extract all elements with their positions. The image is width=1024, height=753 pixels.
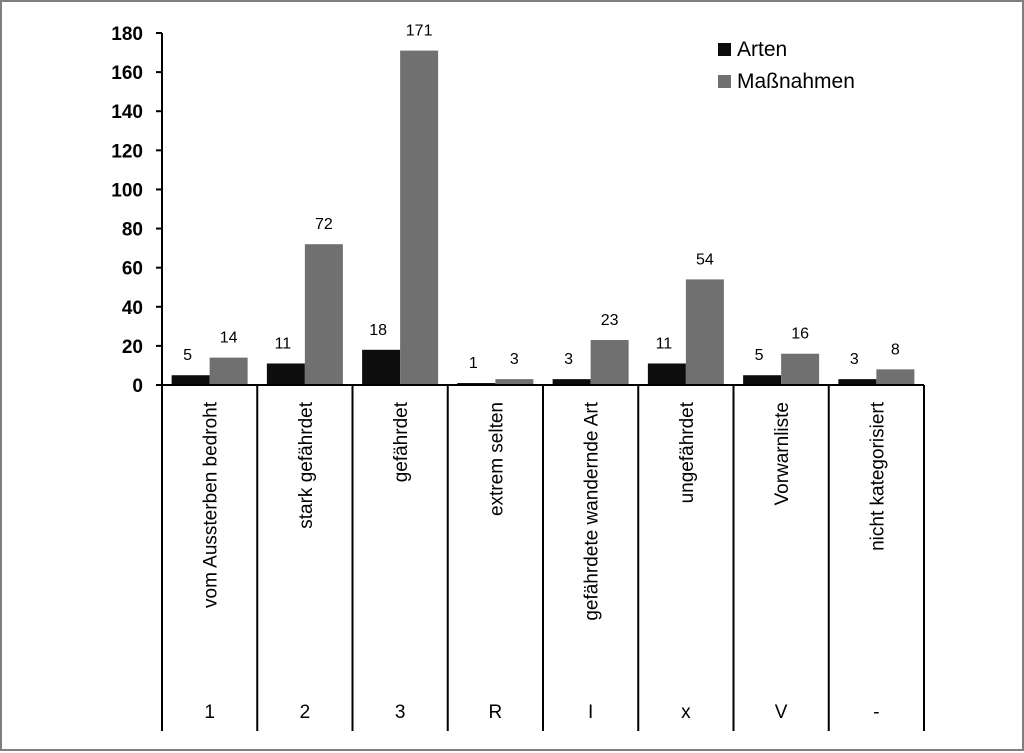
- bar-massnahmen: [495, 379, 534, 385]
- y-tick-label: 20: [122, 337, 143, 358]
- bar-arten: [552, 379, 591, 385]
- data-label: 23: [601, 312, 619, 329]
- y-axis: 0 20 40 60 80 100 120 140 160 180: [111, 24, 163, 397]
- data-label: 3: [850, 351, 859, 368]
- data-label: 5: [755, 347, 764, 364]
- bar-arten: [171, 375, 210, 385]
- bar-arten: [838, 379, 877, 385]
- bar-massnahmen: [781, 353, 820, 385]
- data-label: 8: [891, 341, 900, 358]
- data-label: 3: [564, 351, 573, 368]
- bars: [171, 50, 915, 385]
- data-label: 171: [406, 23, 433, 40]
- data-label: 54: [696, 251, 714, 268]
- category-label: nicht kategorisiert: [867, 401, 888, 551]
- data-label: 16: [791, 326, 809, 343]
- category-code: 1: [204, 702, 215, 723]
- category-code: I: [588, 702, 593, 723]
- bar-massnahmen: [590, 340, 629, 385]
- data-label: 18: [369, 322, 387, 339]
- bar-arten: [647, 363, 686, 385]
- data-labels: 5 14 11 72 18 171 1 3 3 23 11 54 5 16 3 8: [183, 23, 900, 372]
- y-tick-label: 60: [122, 259, 143, 280]
- category-code: 2: [300, 702, 311, 723]
- category-label: gefährdete wandernde Art: [582, 401, 603, 620]
- y-tick-label: 0: [132, 376, 143, 397]
- legend-label: Arten: [737, 38, 787, 61]
- data-label: 1: [469, 355, 478, 372]
- category-table: vom Aussterben bedroht 1 stark gefährdet 2 g…: [161, 384, 925, 731]
- y-tick-label: 40: [122, 298, 143, 319]
- category-code: x: [681, 702, 691, 723]
- bar-arten: [362, 349, 401, 385]
- y-tick-label: 100: [111, 180, 143, 201]
- y-tick-label: 180: [111, 24, 143, 45]
- data-label: 5: [183, 347, 192, 364]
- category-label: gefährdet: [391, 401, 412, 482]
- data-label: 72: [315, 216, 333, 233]
- bar-arten: [743, 375, 782, 385]
- y-tick-label: 120: [111, 141, 143, 162]
- data-label: 11: [656, 335, 673, 352]
- category-label: extrem selten: [486, 402, 507, 516]
- legend-label: Maßnahmen: [737, 70, 855, 93]
- legend: Arten Maßnahmen: [718, 38, 855, 93]
- category-label: vom Aussterben bedroht: [201, 401, 222, 608]
- bar-massnahmen: [685, 279, 724, 385]
- y-tick-label: 160: [111, 63, 143, 84]
- category-label: ungefährdet: [677, 401, 698, 503]
- legend-swatch: [718, 75, 731, 88]
- category-code: R: [489, 702, 503, 723]
- bar-massnahmen: [876, 369, 915, 385]
- y-tick-label: 140: [111, 102, 143, 123]
- legend-swatch: [718, 43, 731, 56]
- category-code: 3: [395, 702, 406, 723]
- bar-massnahmen: [400, 50, 439, 385]
- bar-arten: [266, 363, 305, 385]
- category-label: stark gefährdet: [296, 401, 317, 528]
- bar-massnahmen: [209, 357, 248, 385]
- data-label: 11: [275, 335, 292, 352]
- category-code: V: [775, 702, 788, 723]
- data-label: 14: [220, 330, 238, 347]
- category-label: Vorwarnliste: [772, 402, 793, 506]
- category-code: -: [873, 702, 879, 723]
- bar-massnahmen: [304, 244, 343, 385]
- y-tick-label: 80: [122, 220, 143, 241]
- data-label: 3: [510, 351, 519, 368]
